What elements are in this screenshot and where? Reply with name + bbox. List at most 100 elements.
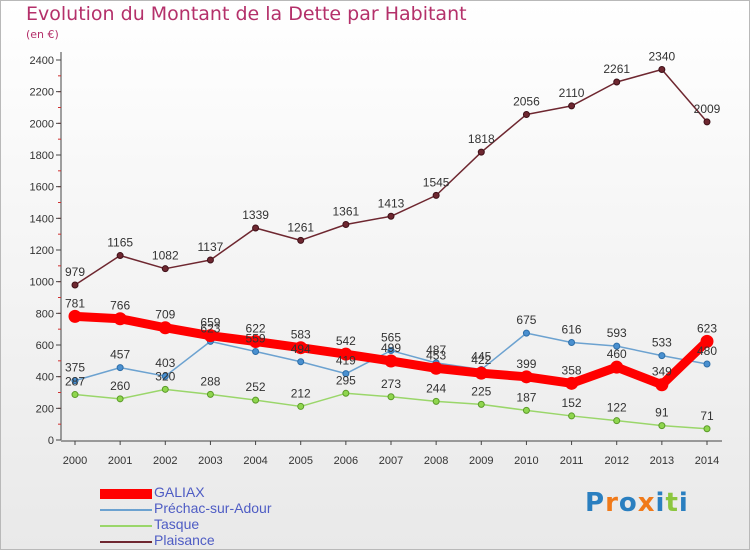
legend-label: Plaisance <box>154 532 215 548</box>
data-point <box>568 338 576 346</box>
data-point <box>519 370 533 384</box>
data-label: 1545 <box>423 175 450 189</box>
data-label: 152 <box>562 396 582 410</box>
data-label: 419 <box>336 354 356 368</box>
data-label: 91 <box>655 406 669 420</box>
data-label: 623 <box>200 321 220 335</box>
data-label: 187 <box>516 390 536 404</box>
data-label: 616 <box>562 322 582 336</box>
data-point <box>297 236 305 244</box>
chart-unit-label: (en €) <box>26 28 59 41</box>
data-label: 1339 <box>242 208 269 222</box>
data-point <box>161 265 169 273</box>
data-label: 358 <box>562 363 582 377</box>
data-point <box>342 221 350 229</box>
data-point <box>432 397 440 405</box>
data-point <box>116 395 124 403</box>
x-tick-label: 2005 <box>288 455 312 467</box>
data-label: 1413 <box>378 196 405 210</box>
x-tick-label: 2009 <box>469 455 493 467</box>
data-label: 2261 <box>603 62 630 76</box>
data-label: 781 <box>65 296 85 310</box>
data-point <box>610 360 624 374</box>
y-tick-label: 1600 <box>30 182 54 194</box>
data-point <box>387 347 395 355</box>
data-point <box>206 256 214 264</box>
data-point <box>342 370 350 378</box>
x-tick-label: 2003 <box>198 455 222 467</box>
y-tick-label: 2400 <box>30 55 54 67</box>
y-tick-label: 1200 <box>30 245 54 257</box>
x-tick-label: 2013 <box>650 455 674 467</box>
data-label: 533 <box>652 336 672 350</box>
data-point <box>71 391 79 399</box>
legend-swatch <box>100 509 152 511</box>
x-tick-label: 2004 <box>243 455 267 467</box>
data-point <box>613 417 621 425</box>
data-point <box>613 78 621 86</box>
data-point <box>161 372 169 380</box>
y-tick-label: 600 <box>36 340 54 352</box>
data-point <box>252 224 260 232</box>
x-tick-label: 2000 <box>63 455 87 467</box>
legend-swatch <box>100 541 152 543</box>
data-label: 2110 <box>559 86 585 100</box>
data-label: 375 <box>65 361 85 375</box>
data-label: 2056 <box>513 94 540 108</box>
x-tick-label: 2001 <box>108 455 132 467</box>
data-point <box>522 110 530 118</box>
y-tick-label: 2200 <box>30 87 54 99</box>
data-point <box>297 358 305 366</box>
data-point <box>252 347 260 355</box>
data-point <box>297 402 305 410</box>
data-label: 979 <box>65 265 85 279</box>
data-label: 445 <box>471 350 491 364</box>
data-point <box>703 425 711 433</box>
y-tick-label: 1400 <box>30 213 54 225</box>
data-label: 494 <box>291 342 311 356</box>
logo-letter: o <box>618 488 638 518</box>
chart-title: Evolution du Montant de la Dette par Hab… <box>26 3 467 25</box>
legend-swatch <box>100 489 152 499</box>
y-tick-label: 800 <box>36 308 54 320</box>
data-label: 422 <box>471 353 491 367</box>
data-point <box>252 396 260 404</box>
x-tick-label: 2014 <box>695 455 719 467</box>
data-point <box>116 252 124 260</box>
data-label: 593 <box>607 326 627 340</box>
data-label: 1361 <box>333 205 360 219</box>
data-point <box>522 406 530 414</box>
logo-letter: r <box>605 488 619 518</box>
data-label: 460 <box>607 347 627 361</box>
data-label: 480 <box>697 344 717 358</box>
legend-swatch <box>100 525 152 527</box>
data-point <box>68 309 82 323</box>
logo-letter: t <box>665 488 679 518</box>
x-tick-label: 2006 <box>334 455 358 467</box>
data-label: 766 <box>110 299 130 313</box>
data-point <box>658 422 666 430</box>
data-point <box>568 412 576 420</box>
y-tick-label: 1800 <box>30 150 54 162</box>
data-label: 260 <box>110 379 130 393</box>
data-label: 71 <box>700 409 714 423</box>
data-point <box>113 312 127 326</box>
legend-label: Préchac-sur-Adour <box>154 500 272 516</box>
data-point <box>342 389 350 397</box>
legend-label: GALIAX <box>154 484 205 500</box>
data-point <box>522 329 530 337</box>
logo-letter: x <box>637 488 656 518</box>
data-point <box>655 378 669 392</box>
data-point <box>658 352 666 360</box>
legend-label: Tasque <box>154 516 200 532</box>
y-tick-label: 400 <box>36 372 54 384</box>
data-label: 1261 <box>287 220 314 234</box>
data-label: 288 <box>200 374 220 388</box>
data-point <box>206 390 214 398</box>
y-tick-label: 200 <box>36 403 54 415</box>
data-label: 487 <box>426 343 446 357</box>
data-label: 273 <box>381 377 401 391</box>
data-label: 399 <box>516 357 536 371</box>
